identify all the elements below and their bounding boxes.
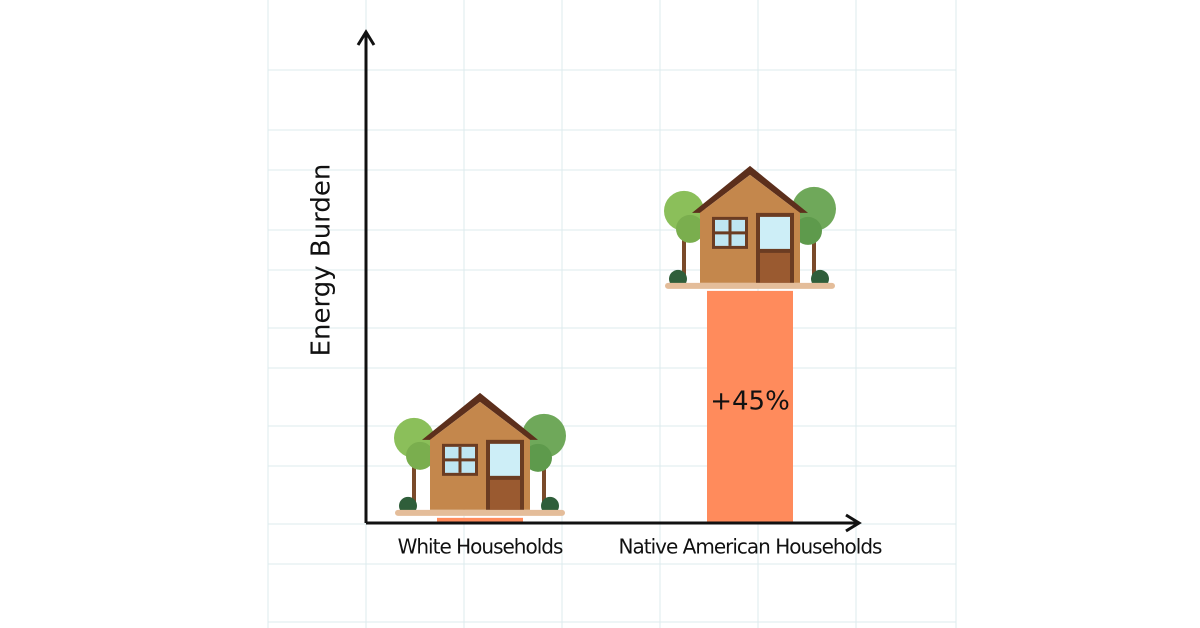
axes — [356, 29, 862, 533]
house-illustration — [394, 392, 566, 516]
house-part — [700, 174, 800, 213]
house-part — [430, 401, 530, 440]
house-part — [422, 392, 538, 440]
house-part — [542, 435, 546, 506]
house-part — [676, 214, 704, 243]
bar — [707, 290, 793, 523]
house-part — [524, 443, 552, 472]
house-part — [692, 165, 808, 213]
house-part — [760, 216, 790, 249]
x-tick-label: Native American Households — [619, 535, 882, 559]
bar — [437, 517, 523, 523]
value-label: +45% — [710, 387, 790, 417]
house-part — [490, 479, 520, 510]
house-part — [682, 208, 686, 279]
house-part — [812, 208, 816, 279]
house-part — [395, 509, 565, 516]
house-part — [794, 216, 822, 245]
house-part — [665, 282, 835, 289]
house-illustration — [664, 165, 836, 289]
house-part — [406, 441, 434, 470]
house-part — [490, 443, 520, 476]
house-part — [412, 435, 416, 506]
house-part — [760, 252, 790, 283]
x-tick-label: White Households — [398, 535, 563, 559]
y-axis-label: Energy Burden — [307, 164, 337, 357]
bars — [437, 290, 793, 523]
